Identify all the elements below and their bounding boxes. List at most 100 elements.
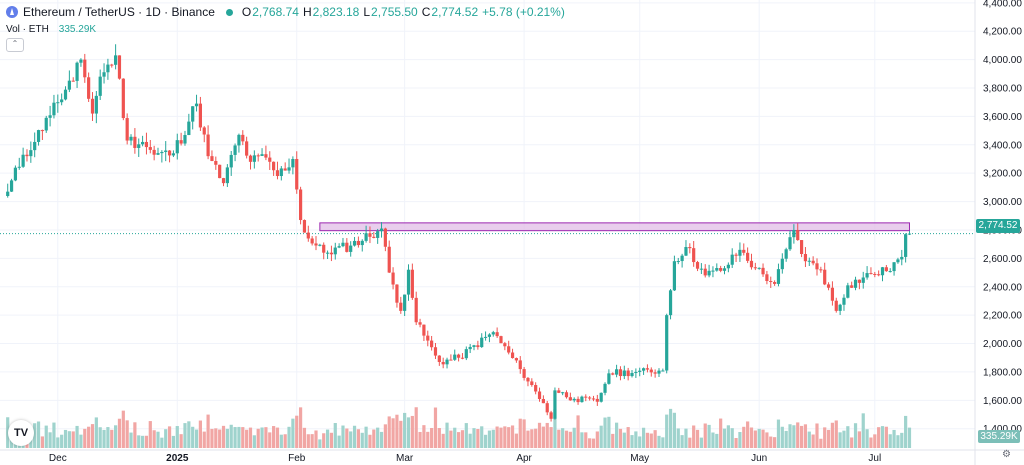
- candle-body: [287, 167, 291, 171]
- candle-body: [549, 412, 553, 419]
- volume-label[interactable]: Vol · ETH: [6, 24, 49, 35]
- volume-bar: [491, 429, 495, 448]
- volume-bar: [792, 425, 796, 448]
- candle-body: [183, 135, 187, 144]
- candle-body: [322, 244, 326, 253]
- volume-bar: [641, 427, 646, 448]
- volume-bar: [476, 429, 480, 448]
- x-tick-label: Feb: [288, 453, 306, 464]
- volume-bar: [414, 407, 418, 448]
- volume-bar: [692, 425, 696, 448]
- candle-body: [345, 242, 349, 252]
- candle-body: [907, 233, 912, 235]
- candle-body: [268, 157, 272, 162]
- candle-body: [245, 141, 249, 156]
- volume-bar: [71, 431, 75, 448]
- volume-bar: [892, 429, 896, 448]
- candle-body: [129, 136, 133, 141]
- candle-body: [125, 118, 129, 141]
- candle-body: [626, 370, 630, 377]
- candle-body: [638, 370, 642, 372]
- y-tick-label: 3,800.00: [983, 84, 1022, 95]
- volume-bar: [568, 431, 572, 448]
- candle-body: [464, 349, 468, 359]
- symbol-title[interactable]: Ethereum / TetherUS · 1D · Binance: [23, 5, 215, 19]
- candle-body: [746, 252, 750, 261]
- y-tick-label: 4,200.00: [983, 27, 1022, 38]
- candle-body: [568, 397, 572, 401]
- candle-body: [133, 136, 137, 148]
- candle-body: [383, 228, 387, 247]
- candle-body: [480, 337, 484, 348]
- market-status-icon[interactable]: [225, 8, 233, 16]
- candle-body: [472, 345, 476, 347]
- volume-bar: [877, 427, 881, 448]
- candle-body: [823, 269, 827, 285]
- candle-body: [734, 254, 738, 256]
- candle-body: [757, 267, 761, 269]
- candle-body: [79, 59, 83, 63]
- volume-bar: [152, 430, 156, 448]
- volume-bar: [591, 438, 596, 448]
- volume-bar: [842, 430, 846, 448]
- volume-bar: [826, 429, 831, 448]
- volume-bar: [853, 423, 858, 448]
- candle-body: [214, 160, 218, 165]
- candle-body: [198, 103, 202, 128]
- candle-body: [406, 269, 411, 295]
- candle-body: [372, 236, 376, 238]
- candle-body: [379, 228, 384, 232]
- candle-body: [877, 274, 881, 276]
- candle-body: [695, 262, 700, 269]
- candle-body: [148, 147, 152, 150]
- candle-body: [888, 271, 892, 273]
- x-tick-label: Jul: [868, 453, 881, 464]
- chevron-up-icon[interactable]: ⌃: [6, 38, 24, 52]
- volume-bar: [884, 426, 888, 448]
- volume-bar: [665, 414, 669, 448]
- candle-body: [838, 304, 842, 311]
- volume-bar: [264, 427, 268, 448]
- tradingview-logo-icon[interactable]: TV: [8, 420, 34, 446]
- volume-bar: [445, 422, 449, 448]
- volume-bar: [56, 437, 60, 448]
- candle-body: [645, 368, 650, 370]
- candle-body: [445, 359, 449, 365]
- volume-bar: [634, 431, 638, 448]
- settings-icon[interactable]: ⚙: [1002, 449, 1011, 460]
- candle-body: [865, 273, 869, 278]
- x-tick-label: May: [630, 453, 649, 464]
- volume-bar: [87, 426, 91, 448]
- candle-body: [175, 140, 179, 154]
- volume-bar: [803, 424, 808, 448]
- volume-bar: [275, 427, 280, 448]
- volume-bar: [711, 432, 715, 448]
- candle-body: [514, 358, 519, 361]
- candle-body: [171, 153, 176, 156]
- volume-bar: [291, 418, 295, 448]
- volume-bar: [742, 426, 746, 448]
- ethereum-icon: [6, 6, 18, 18]
- candle-body: [202, 127, 206, 135]
- candle-body: [229, 154, 233, 168]
- volume-bar: [206, 414, 210, 448]
- volume-bar: [194, 429, 199, 448]
- volume-bar: [680, 435, 684, 448]
- volume-bar: [52, 422, 56, 448]
- candle-body: [75, 62, 79, 81]
- candle-body: [453, 354, 457, 360]
- volume-bar: [456, 432, 461, 448]
- candle-body: [726, 264, 730, 269]
- candle-body: [67, 80, 71, 90]
- volume-bar: [283, 434, 287, 448]
- candle-body: [368, 233, 372, 237]
- volume-bar: [834, 420, 838, 448]
- candle-body: [634, 371, 638, 374]
- volume-bar: [807, 431, 811, 448]
- candle-body: [668, 290, 673, 316]
- candle-body: [649, 369, 653, 373]
- volume-bar: [360, 432, 364, 448]
- volume-bar: [418, 431, 422, 448]
